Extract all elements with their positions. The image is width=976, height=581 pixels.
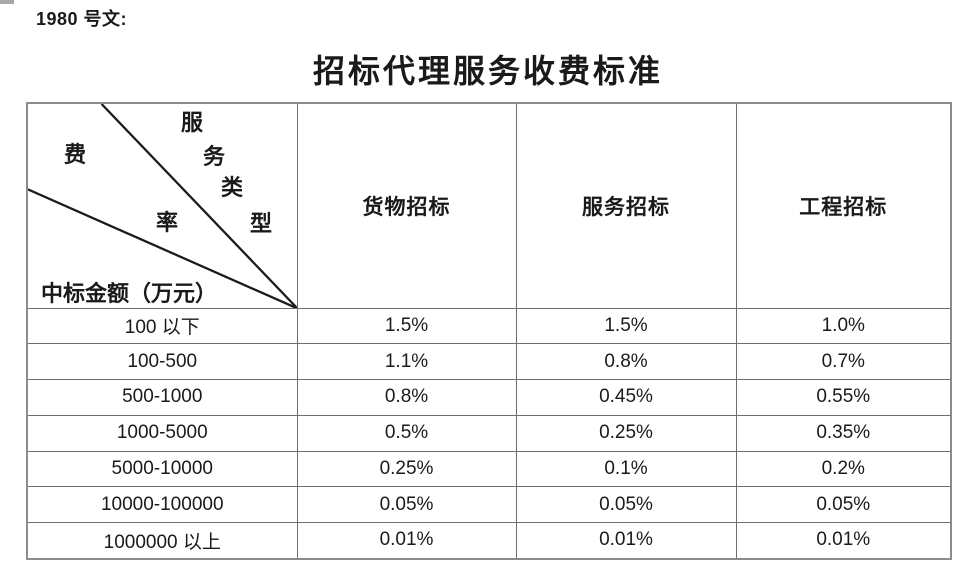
col-header-project-tender: 工程招标 — [735, 102, 952, 309]
fee-cell: 0.2% — [735, 450, 952, 488]
row-label: 1000-5000 — [26, 414, 298, 452]
header-row: 费 率 服 务 类 型 中标金额（万元） 货物招标 服务招标 工程招标 — [26, 102, 952, 309]
fee-cell: 0.01% — [296, 522, 517, 560]
fee-rate-char-rate: 率 — [155, 210, 179, 235]
table-row: 500-1000 0.8% 0.45% 0.55% — [26, 379, 952, 416]
row-label: 10000-100000 — [26, 486, 298, 524]
service-type-char-2: 务 — [202, 144, 226, 169]
fee-cell: 1.1% — [296, 343, 517, 381]
table-row: 1000-5000 0.5% 0.25% 0.35% — [26, 414, 952, 452]
service-type-char-1: 服 — [180, 110, 204, 135]
fee-cell: 0.7% — [735, 343, 952, 381]
fee-cell: 0.1% — [515, 450, 737, 488]
fee-cell: 0.8% — [296, 379, 517, 416]
fee-cell: 0.01% — [515, 522, 737, 560]
table-row: 5000-10000 0.25% 0.1% 0.2% — [26, 450, 952, 488]
col-header-service-tender: 服务招标 — [515, 102, 737, 309]
row-label: 100-500 — [26, 343, 298, 381]
table-row: 1000000 以上 0.01% 0.01% 0.01% — [26, 522, 952, 560]
table-row: 10000-100000 0.05% 0.05% 0.05% — [26, 486, 952, 524]
service-type-char-4: 型 — [249, 211, 273, 236]
fee-cell: 0.8% — [515, 343, 737, 381]
fee-cell: 0.05% — [735, 486, 952, 524]
row-label: 100 以下 — [26, 307, 298, 345]
table-row: 100-500 1.1% 0.8% 0.7% — [26, 343, 952, 381]
scan-artifact-mark — [0, 0, 14, 4]
fee-cell: 0.5% — [296, 414, 517, 452]
table-row: 100 以下 1.5% 1.5% 1.0% — [26, 307, 952, 345]
amount-axis-label: 中标金额（万元） — [41, 280, 218, 306]
fee-cell: 0.25% — [296, 450, 517, 488]
fee-cell: 0.01% — [735, 522, 952, 560]
doc-number: 1980 号文: — [36, 9, 128, 29]
row-label: 5000-10000 — [26, 450, 298, 488]
col-header-goods-tender: 货物招标 — [296, 102, 517, 309]
diagonal-lines — [28, 104, 296, 307]
row-label: 500-1000 — [26, 379, 298, 416]
service-type-char-3: 类 — [220, 175, 244, 200]
fee-cell: 0.55% — [735, 379, 952, 416]
fee-cell: 0.25% — [515, 414, 737, 452]
fee-cell: 0.05% — [296, 486, 517, 524]
fee-cell: 0.05% — [515, 486, 737, 524]
fee-rate-char-fee: 费 — [63, 142, 87, 167]
diagonal-header-cell: 费 率 服 务 类 型 中标金额（万元） — [26, 102, 298, 309]
fee-cell: 1.0% — [735, 307, 952, 345]
fee-cell: 0.45% — [515, 379, 737, 416]
fee-cell: 0.35% — [735, 414, 952, 452]
fee-cell: 1.5% — [296, 307, 517, 345]
fee-cell: 1.5% — [515, 307, 737, 345]
page-title: 招标代理服务收费标准 — [312, 53, 663, 89]
row-label: 1000000 以上 — [26, 522, 298, 560]
fee-standard-table: 费 率 服 务 类 型 中标金额（万元） 货物招标 服务招标 工程招标 100 … — [26, 102, 952, 560]
